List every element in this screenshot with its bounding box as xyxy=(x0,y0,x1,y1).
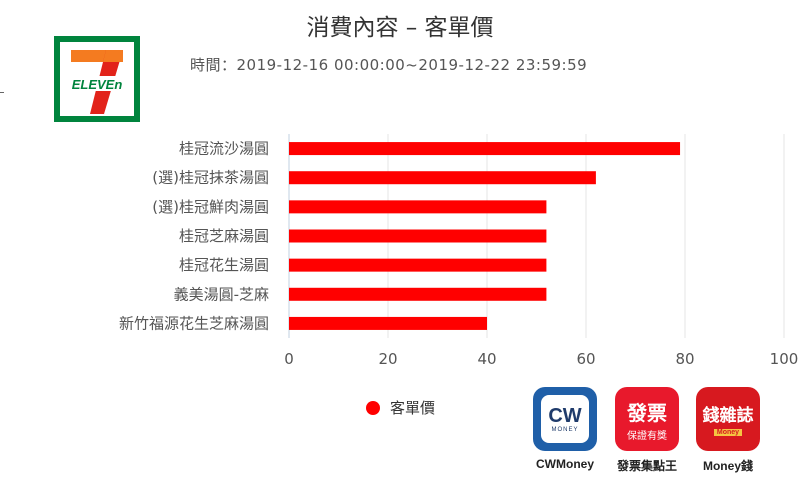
invoice-king-icon-text: 發票 xyxy=(627,401,667,425)
bar xyxy=(289,142,681,156)
category-label: (選)桂冠鮮肉湯圓 xyxy=(152,198,269,216)
invoice-king-label: 發票集點王 xyxy=(616,459,677,473)
category-label: 桂冠花生湯圓 xyxy=(179,256,269,274)
money-magazine-icon-text: 錢雜誌 xyxy=(702,406,754,426)
chart-title: 消費內容 – 客單價 xyxy=(306,15,494,41)
cwmoney-icon-sub: MONEY xyxy=(551,427,579,433)
bar xyxy=(289,229,547,243)
money-magazine-label: Money錢 xyxy=(702,459,753,473)
money-magazine-icon-sub: Money xyxy=(714,429,742,436)
bar xyxy=(289,316,487,330)
x-tick-label: 100 xyxy=(770,350,799,368)
seven-eleven-logo: ELEVEn xyxy=(54,36,140,122)
logo-text: ELEVEn xyxy=(72,77,123,92)
app-badge-money-magazine[interactable]: 錢雜誌 Money Money錢 xyxy=(693,387,763,474)
app-badge-invoice-king[interactable]: 發票 保證有獎 發票集點王 xyxy=(612,387,682,474)
category-label: 新竹福源花生芝麻湯圓 xyxy=(119,314,269,332)
category-label: 桂冠芝麻湯圓 xyxy=(179,227,269,245)
chart-subtitle: 時間：2019-12-16 00:00:00~2019-12-22 23:59:… xyxy=(190,56,588,74)
cwmoney-label: CWMoney xyxy=(536,457,594,471)
x-tick-label: 60 xyxy=(576,350,595,368)
x-tick-label: 0 xyxy=(284,350,294,368)
cwmoney-icon: CW MONEY xyxy=(533,387,597,451)
category-label: 義美湯圓-芝麻 xyxy=(174,285,269,303)
bar-chart: 0 20 40 60 80 100 桂冠流沙湯圓 (選)桂冠抹茶湯圓 (選)桂冠鮮肉湯圓桂冠芝麻… xyxy=(119,134,799,368)
legend-marker xyxy=(366,400,380,415)
x-tick-label: 20 xyxy=(378,350,397,368)
invoice-king-icon: 發票 保證有獎 xyxy=(615,387,679,451)
category-label: (選)桂冠抹茶湯圓 xyxy=(152,169,269,187)
app-badge-cwmoney[interactable]: CW MONEY CWMoney xyxy=(530,387,600,471)
bar xyxy=(289,171,596,185)
legend-label: 客單價 xyxy=(390,399,436,417)
bar xyxy=(289,287,547,301)
edge-mark xyxy=(0,92,4,93)
x-tick-label: 80 xyxy=(675,350,694,368)
legend-item[interactable]: 客單價 xyxy=(366,397,435,418)
bar xyxy=(289,200,547,214)
invoice-king-icon-sub: 保證有獎 xyxy=(627,431,667,442)
money-magazine-icon: 錢雜誌 Money xyxy=(696,387,760,451)
category-label: 桂冠流沙湯圓 xyxy=(179,140,269,158)
x-tick-label: 40 xyxy=(477,350,496,368)
bar xyxy=(289,258,547,272)
cwmoney-icon-text: CW xyxy=(548,405,582,427)
